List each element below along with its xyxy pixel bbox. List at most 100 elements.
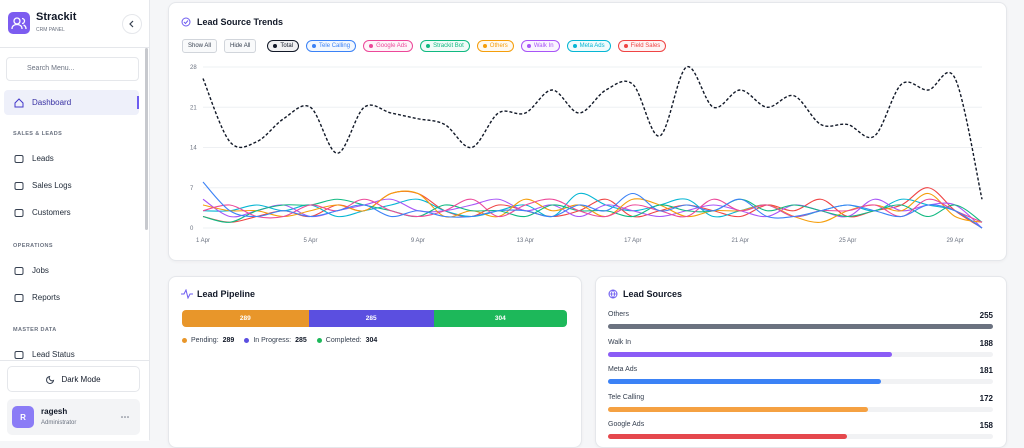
legend-chip[interactable]: Meta Ads (566, 40, 611, 52)
segment-label: 304 (494, 315, 506, 322)
icon-shape (14, 350, 24, 359)
legend-chip[interactable]: Tele Calling (306, 40, 357, 52)
control-button[interactable]: Hide All (224, 39, 257, 53)
user-name: ragesh (41, 407, 68, 416)
avatar: R (12, 406, 34, 428)
nav-label: Customers (32, 208, 71, 217)
legend-label: Google Ads (376, 43, 408, 49)
moon-icon (46, 375, 55, 384)
legend-dot (316, 338, 322, 343)
legend-chip[interactable]: Field Sales (617, 40, 667, 52)
nav-active[interactable]: Dashboard (4, 90, 139, 115)
legend-label: Others (489, 43, 508, 49)
legend-dot (572, 44, 577, 48)
nav-item[interactable]: Lead Status (4, 342, 139, 367)
sources-icon (608, 289, 618, 299)
trend-controls: Show All Hide All Total Tele Calling Google … (182, 39, 667, 53)
user-role: Administrator (41, 420, 77, 426)
segment-label: 289 (239, 315, 251, 322)
control-button[interactable]: Show All (182, 39, 218, 53)
legend-item: Pending: 289 (182, 337, 234, 344)
nav-icon (14, 181, 24, 190)
nav-icon (14, 350, 24, 359)
x-tick-label: 17 Apr (624, 238, 641, 244)
sidebar-footer: Dark Mode R ragesh Administrator (0, 360, 149, 441)
legend-dot (182, 338, 187, 343)
legend-dot (273, 44, 278, 48)
source-label: Others (608, 311, 630, 318)
legend-chip[interactable]: Others (476, 40, 514, 52)
user-box[interactable]: R ragesh Administrator (7, 399, 140, 435)
nav-item[interactable]: Sales Logs (4, 173, 139, 198)
icon-shape (14, 181, 24, 190)
active-marker (137, 96, 139, 109)
source-value: 255 (979, 311, 993, 320)
pipeline-bar: 289 285 304 (182, 310, 567, 327)
x-tick-label: 5 Apr (303, 238, 317, 244)
legend-value: 304 (365, 337, 378, 344)
icon-shape (14, 293, 24, 302)
nav-item[interactable]: Leads (4, 146, 139, 171)
y-tick-label: 14 (190, 146, 197, 152)
legend-value: 285 (295, 337, 307, 344)
y-tick-label: 21 (190, 105, 197, 111)
nav-item[interactable]: Reports (4, 285, 139, 310)
search-box[interactable]: Search Menu... (6, 57, 139, 81)
nav-label: Jobs (32, 266, 49, 275)
collapse-button[interactable] (122, 14, 142, 34)
legend-chip[interactable]: Total (267, 40, 300, 52)
legend-label: Field Sales (630, 43, 661, 49)
brand-subtitle: CRM PANEL (36, 27, 65, 33)
sources-card (595, 276, 1007, 448)
pipeline-card (168, 276, 582, 448)
dark-mode-button[interactable]: Dark Mode (7, 366, 140, 392)
legend-label: Tele Calling (319, 43, 351, 49)
nav-icon (14, 208, 24, 217)
source-value: 158 (979, 421, 993, 430)
legend-dot (482, 44, 487, 48)
legend-dot (312, 44, 317, 48)
legend-label: Strackit Bot (433, 43, 464, 49)
section-title: MASTER DATA (13, 327, 57, 333)
source-value: 172 (979, 393, 993, 403)
legend-label: Total (280, 43, 294, 49)
x-tick-label: 1 Apr (196, 238, 210, 244)
sources-title: Lead Sources (623, 289, 683, 299)
legend-chip[interactable]: Walk In (520, 40, 560, 52)
nav-item[interactable]: Customers (4, 200, 139, 225)
nav-icon (14, 154, 24, 163)
legend-dot (426, 44, 431, 48)
x-tick-label: 25 Apr (839, 238, 856, 244)
trends-title: Lead Source Trends (197, 17, 284, 27)
icon-shape (14, 154, 24, 163)
logo (8, 12, 30, 34)
segment-label: 285 (365, 315, 377, 322)
legend-label: Meta Ads (579, 43, 605, 49)
legend-chip[interactable]: Strackit Bot (420, 40, 470, 52)
section-title: SALES & LEADS (13, 131, 63, 137)
search-placeholder: Search Menu... (27, 65, 75, 72)
nav-item[interactable]: Jobs (4, 258, 139, 283)
trend-chart: 0 7 14 21 28 1 Apr 5 Apr 9 Apr 13 Apr 17 Apr 21 Ap… (190, 65, 983, 244)
pipeline-title: Lead Pipeline (197, 289, 256, 299)
trends-icon (181, 17, 191, 27)
source-value: 188 (979, 338, 993, 348)
series-line (202, 181, 983, 229)
pipeline-segment: 285 (308, 310, 434, 327)
source-label: Meta Ads (608, 366, 638, 373)
source-label: Google Ads (608, 421, 645, 428)
nav-icon (14, 293, 24, 302)
nav-label: Leads (32, 154, 54, 163)
sidebar: Strackit CRM PANEL Search Menu... Dashbo… (0, 0, 150, 441)
legend-item: Completed: 304 (316, 337, 378, 344)
collapse-icon (129, 20, 134, 28)
source-bar (608, 406, 868, 412)
y-tick-label: 0 (190, 226, 194, 232)
dark-mode-label: Dark Mode (61, 374, 101, 384)
legend-chip[interactable]: Google Ads (363, 40, 414, 52)
legend-label: Pending: (191, 337, 219, 344)
source-label: Walk In (608, 338, 632, 346)
pipeline-segment: 304 (433, 310, 567, 327)
series-line (202, 66, 983, 200)
pipeline-legend: Pending: 289 In Progress: 285 Completed: 304 (182, 337, 377, 344)
